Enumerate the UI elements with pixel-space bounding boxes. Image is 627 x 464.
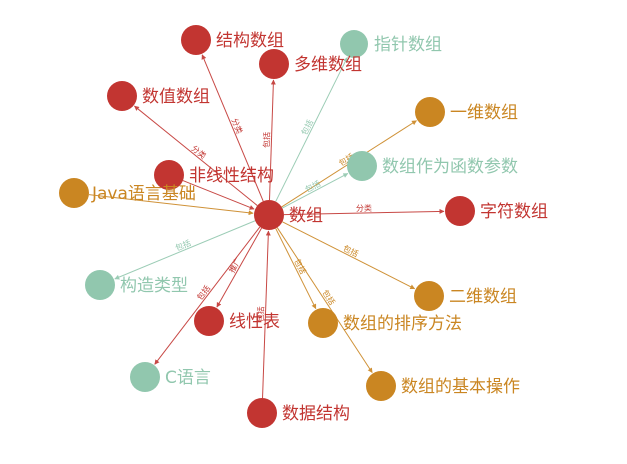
node-circle-zifu[interactable] [445,196,475,226]
node-label-jiben: 数组的基本操作 [401,377,520,397]
node-label-erwei: 二维数组 [449,287,517,307]
node-circle-jiegou[interactable] [181,25,211,55]
node-feixian[interactable]: 非线性结构 [154,160,274,190]
node-jiben[interactable]: 数组的基本操作 [366,371,520,401]
node-shuju[interactable]: 数据结构 [247,398,350,428]
node-label-cyuyan: C语言 [165,368,211,388]
node-label-yiwei: 一维数组 [450,103,518,123]
edge-center-jiben [276,227,373,374]
edge-center-gouzao [114,220,256,280]
node-label-feixian: 非线性结构 [189,166,274,186]
node-label-jiegou: 结构数组 [216,31,284,51]
edge-center-duowei [268,79,276,201]
node-circle-hanshu[interactable] [347,151,377,181]
node-xianxing[interactable]: 线性表 [194,306,280,336]
edge-center-xianxing [216,227,263,308]
node-yiwei[interactable]: 一维数组 [415,97,518,127]
edge-center-shuzhi [134,105,258,206]
node-jiegou[interactable]: 结构数组 [181,25,284,55]
edge-label-center-cyuyan: 包括 [195,283,213,302]
node-label-shuju: 数据结构 [282,404,350,424]
node-label-center: 数组 [289,206,323,226]
edge-center-cyuyan [154,226,261,365]
node-label-gouzao: 构造类型 [120,276,188,296]
node-label-shuzhi: 数值数组 [142,87,210,107]
edge-label-center-jiegou: 分类 [230,117,245,136]
edge-label-center-shuzhi: 分类 [190,143,209,161]
node-circle-erwei[interactable] [414,281,444,311]
node-circle-shuzhi[interactable] [107,81,137,111]
node-circle-jiben[interactable] [366,371,396,401]
node-shuzhi[interactable]: 数值数组 [107,81,210,111]
edge-java-center [88,194,254,216]
edge-feixian-center [182,180,255,210]
node-circle-duowei[interactable] [259,49,289,79]
node-label-duowei: 多维数组 [294,55,362,75]
node-erwei[interactable]: 二维数组 [414,281,517,311]
edge-center-zhizhen [275,56,348,202]
node-circle-gouzao[interactable] [85,270,115,300]
node-circle-paixu[interactable] [308,308,338,338]
edge-label-shuju-center: 包括 [255,306,266,322]
edge-label-center-gouzao: 包括 [174,238,193,253]
node-label-paixu: 数组的排序方法 [343,314,462,334]
node-label-java: Java语言基础 [91,184,196,204]
node-center[interactable]: 数组 [254,200,323,230]
edge-label-center-duowei: 包括 [261,132,272,148]
node-circle-xianxing[interactable] [194,306,224,336]
edge-shuju-center [262,230,271,399]
node-label-xianxing: 线性表 [229,312,280,332]
node-circle-zhizhen[interactable] [340,30,368,58]
node-label-zifu: 字符数组 [480,202,548,222]
node-duowei[interactable]: 多维数组 [259,49,362,79]
node-gouzao[interactable]: 构造类型 [85,270,188,300]
edge-center-hanshu [282,173,349,209]
node-circle-shuju[interactable] [247,398,277,428]
node-circle-yiwei[interactable] [415,97,445,127]
node-paixu[interactable]: 数组的排序方法 [308,308,462,338]
node-circle-java[interactable] [59,178,89,208]
node-hanshu[interactable]: 数组作为函数参数 [347,151,518,181]
edge-label-center-zifu: 分类 [356,203,372,213]
node-java[interactable]: Java语言基础 [59,178,196,208]
edge-center-zifu [283,208,445,216]
node-circle-center[interactable] [254,200,284,230]
node-cyuyan[interactable]: C语言 [130,362,211,392]
node-label-hanshu: 数组作为函数参数 [382,157,518,177]
node-label-zhizhen: 指针数组 [374,35,442,55]
node-circle-cyuyan[interactable] [130,362,160,392]
node-zifu[interactable]: 字符数组 [445,196,548,226]
node-circle-feixian[interactable] [154,160,184,190]
edge-center-jiegou [201,54,264,202]
node-zhizhen[interactable]: 指针数组 [340,30,442,58]
edge-center-paixu [275,228,317,310]
edge-center-erwei [282,221,416,290]
